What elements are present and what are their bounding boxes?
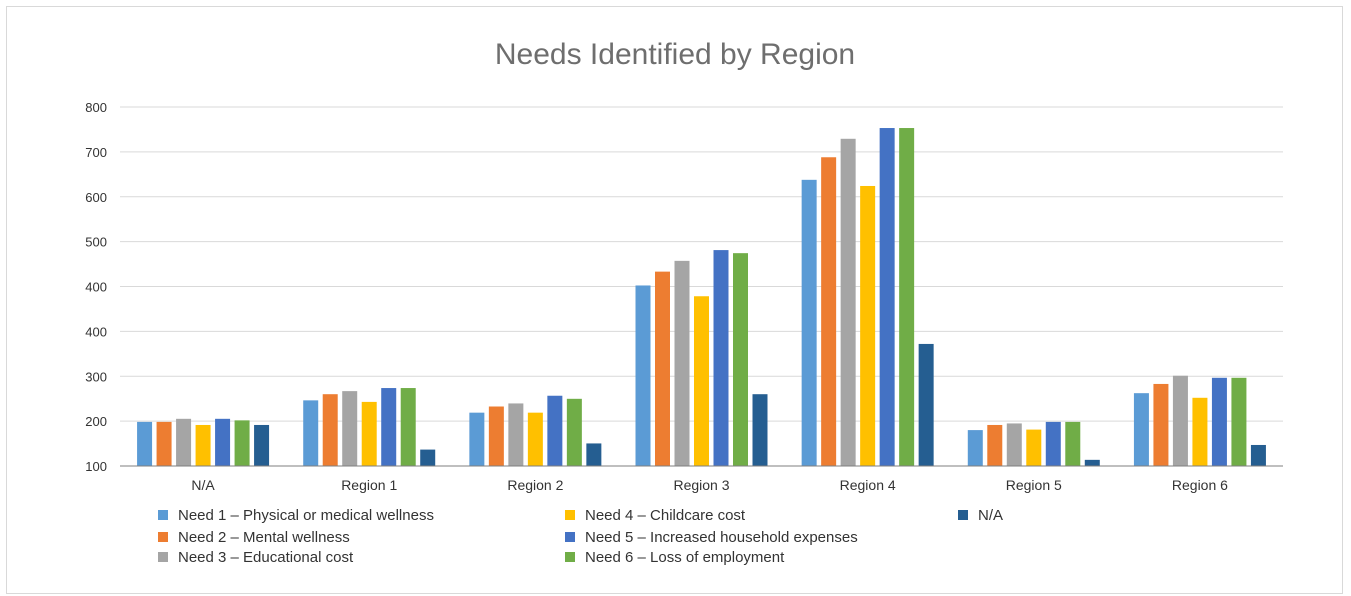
bar [821,157,837,466]
y-tick-label: 400 [85,280,107,295]
bar [381,388,397,466]
x-tick-label: Region 5 [1006,477,1062,493]
y-axis-ticks: 100 200 300 400 400 500 600 700 800 [85,100,107,474]
bar [1153,383,1169,466]
bar [860,185,876,467]
bar [137,421,153,466]
y-tick-label: 800 [85,100,107,115]
y-tick-label: 300 [85,369,107,384]
y-tick-label: 400 [85,324,107,339]
legend-swatch [565,552,575,562]
x-tick-label: Region 1 [341,477,397,493]
legend-label: Need 4 – Childcare cost [585,507,746,524]
bar [899,128,915,466]
y-tick-label: 200 [85,414,107,429]
bar [713,250,729,466]
bar [967,430,983,466]
bar [674,260,690,466]
y-tick-label: 100 [85,459,107,474]
y-tick-label: 600 [85,190,107,205]
bar [1065,421,1081,466]
x-tick-label: Region 3 [673,477,729,493]
x-tick-label: Region 6 [1172,477,1228,493]
bar [420,449,436,466]
legend-label: Need 3 – Educational cost [178,549,354,566]
legend-swatch [565,510,575,520]
x-axis: N/A Region 1 Region 2 Region 3 Region 4 Regio… [120,465,1283,493]
bar [361,401,377,466]
bar [1133,393,1149,466]
bar [733,253,748,466]
bar [566,398,582,466]
bar [156,421,172,466]
bar [508,403,524,466]
bar [586,443,602,466]
legend-label: Need 1 – Physical or medical wellness [178,507,434,524]
x-tick-label: Region 2 [507,477,563,493]
legend-label: Need 6 – Loss of employment [585,549,785,566]
bar [1006,423,1022,466]
legend-swatch [565,532,575,542]
bar [234,420,250,466]
y-tick-label: 700 [85,145,107,160]
legend-swatch [158,532,168,542]
bar [527,412,543,466]
bar [215,418,231,466]
bar [547,395,563,466]
bar [254,424,270,466]
bar [987,424,1003,466]
legend-swatch [158,552,168,562]
bar [1250,444,1266,466]
bar [655,271,670,466]
bar [400,388,416,466]
bar [1172,375,1188,466]
x-tick-label: N/A [191,477,215,493]
bar [342,391,358,466]
bar [918,343,934,466]
bar [1026,429,1042,466]
bar [303,400,319,466]
legend-swatch [158,510,168,520]
legend: Need 1 – Physical or medical wellness Nee… [158,507,1003,566]
legend-label: N/A [978,507,1003,524]
bar [322,394,338,466]
bars [137,128,1266,467]
legend-swatch [958,510,968,520]
bar [879,128,895,466]
legend-label: Need 2 – Mental wellness [178,529,350,546]
legend-label: Need 5 – Increased household expenses [585,529,858,546]
bar [840,138,856,466]
bar [752,394,768,466]
bar [1045,421,1061,466]
bar [1084,459,1100,466]
x-tick-label: Region 4 [840,477,896,493]
bar [1192,397,1208,466]
bar [694,296,709,466]
bar [469,412,485,466]
bar [195,424,211,466]
bar [176,418,192,466]
y-tick-label: 500 [85,235,107,250]
bar [635,285,651,466]
bar [1231,377,1247,466]
bar [488,406,504,466]
chart-title: Needs Identified by Region [495,38,855,71]
bar [801,179,817,466]
bar [1211,377,1227,466]
